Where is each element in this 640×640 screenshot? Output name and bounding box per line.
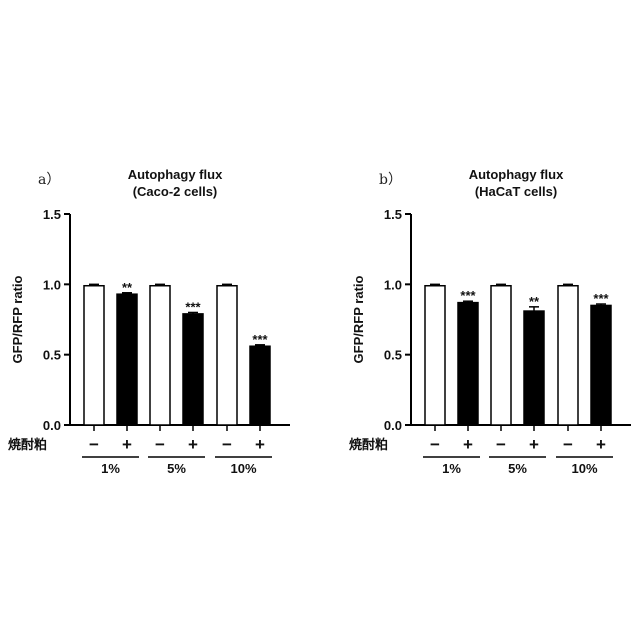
group-label: 1%	[101, 461, 120, 476]
group-label: 10%	[230, 461, 256, 476]
y-tick-label: 0.5	[43, 348, 61, 363]
group-label: 10%	[571, 461, 597, 476]
significance-label: ***	[593, 291, 609, 306]
chart-title: Autophagy flux	[469, 167, 564, 182]
y-tick-label: 1.0	[43, 277, 61, 292]
treatment-label: 焼酎粕	[349, 437, 388, 452]
treatment-label: 焼酎粕	[8, 437, 47, 452]
bar	[557, 284, 579, 426]
treatment-sign: +	[188, 435, 198, 454]
bar	[590, 304, 612, 426]
bar	[457, 301, 479, 426]
significance-label: ***	[460, 288, 476, 303]
significance-label: **	[122, 280, 133, 295]
treatment-sign: +	[122, 435, 132, 454]
bar	[523, 310, 545, 426]
chart-title: Autophagy flux	[128, 167, 223, 182]
y-tick-label: 1.0	[384, 277, 402, 292]
bar	[149, 284, 171, 426]
treatment-sign: −	[89, 435, 99, 454]
treatment-sign: −	[430, 435, 440, 454]
chart-subtitle: (HaCaT cells)	[475, 184, 557, 199]
treatment-sign: −	[496, 435, 506, 454]
treatment-sign: −	[155, 435, 165, 454]
y-tick-label: 0.5	[384, 348, 402, 363]
bar	[490, 284, 512, 426]
group-label: 1%	[442, 461, 461, 476]
panel-label: a）	[38, 172, 60, 188]
bar	[424, 284, 446, 426]
y-tick-label: 1.5	[384, 207, 402, 222]
chart-panel-a: a） Autophagy flux (Caco-2 cells) GFP/RFP ra…	[8, 167, 290, 476]
bar	[116, 293, 138, 426]
treatment-sign: +	[255, 435, 265, 454]
y-axis-label: GFP/RFP ratio	[10, 276, 25, 364]
bar	[182, 313, 204, 426]
significance-label: ***	[185, 299, 201, 314]
significance-label: **	[529, 294, 540, 309]
group-label: 5%	[167, 461, 186, 476]
treatment-sign: +	[596, 435, 606, 454]
treatment-sign: −	[222, 435, 232, 454]
treatment-sign: +	[463, 435, 473, 454]
chart-subtitle: (Caco-2 cells)	[133, 184, 218, 199]
bar	[83, 284, 105, 426]
treatment-sign: −	[563, 435, 573, 454]
significance-label: ***	[252, 332, 268, 347]
bar	[216, 284, 238, 426]
treatment-sign: +	[529, 435, 539, 454]
group-label: 5%	[508, 461, 527, 476]
chart-panel-b: b） Autophagy flux (HaCaT cells) GFP/RFP rat…	[349, 167, 631, 476]
panel-label: b）	[379, 172, 402, 188]
y-tick-label: 1.5	[43, 207, 61, 222]
y-tick-label: 0.0	[43, 418, 61, 433]
y-tick-label: 0.0	[384, 418, 402, 433]
bar	[249, 345, 271, 426]
y-axis-label: GFP/RFP ratio	[351, 276, 366, 364]
